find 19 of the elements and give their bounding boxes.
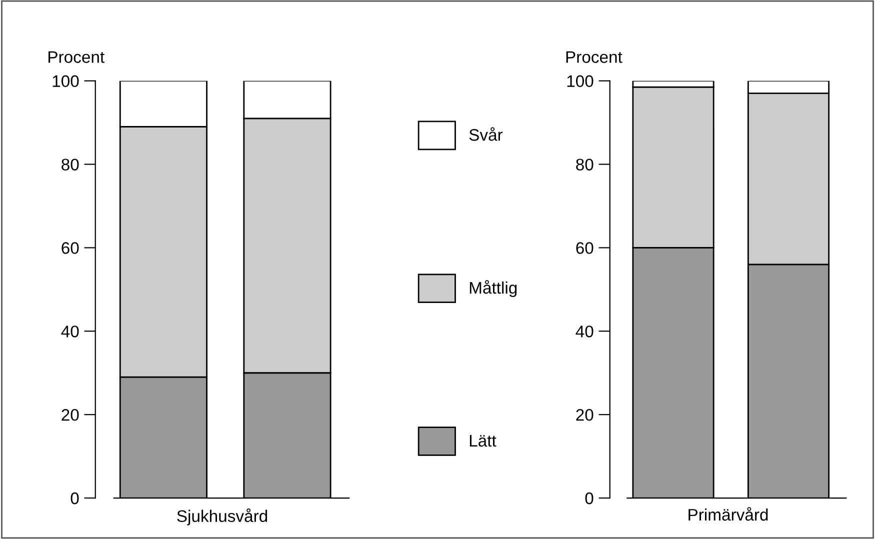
y-tick-label: 60	[576, 242, 594, 254]
y-tick-label: 100	[52, 75, 79, 88]
y-axis-title: Procent	[48, 51, 104, 63]
y-tick-label: 80	[576, 158, 594, 170]
y-tick-label: 40	[576, 326, 594, 338]
y-tick-label: 100	[567, 75, 594, 88]
y-tick-label: 80	[62, 158, 79, 170]
legend-label: Måttlig	[470, 280, 517, 298]
y-tick-label: 20	[576, 409, 594, 421]
y-tick-label: 20	[62, 409, 79, 421]
x-axis-title: Primärvård	[688, 507, 768, 521]
legend-label: Lätt	[470, 435, 496, 447]
y-tick-label: 0	[70, 492, 79, 504]
y-tick-label: 60	[62, 242, 79, 254]
y-axis-title: Procent	[566, 51, 622, 63]
y-tick-label: 40	[61, 326, 79, 338]
y-tick-label: 0	[585, 492, 594, 504]
legend-label: Svår	[469, 127, 503, 141]
x-axis-title: Sjukhusvård	[177, 508, 268, 526]
